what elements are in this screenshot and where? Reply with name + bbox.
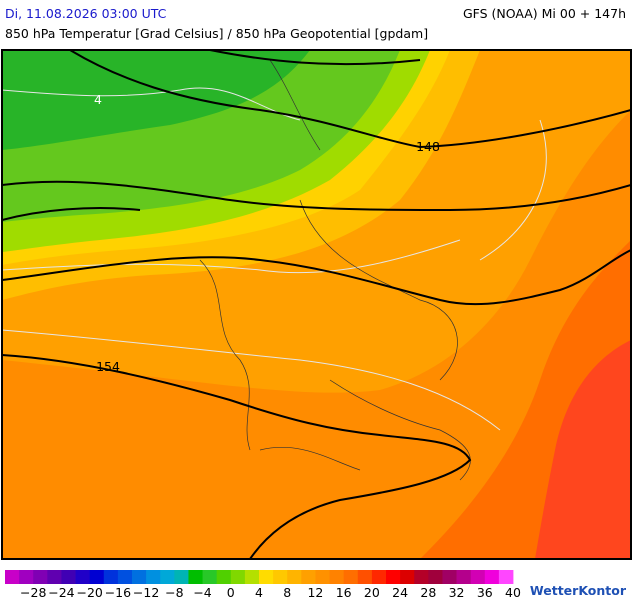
colorbar-label: −24 (48, 585, 74, 600)
colorbar-swatch (470, 570, 486, 584)
subtitle: 850 hPa Temperatur [Grad Celsius] / 850 … (5, 26, 428, 41)
colorbar-label: 24 (392, 585, 408, 600)
colorbar-swatch (371, 570, 387, 584)
colorbar-swatch (484, 570, 500, 584)
colorbar-swatch (329, 570, 345, 584)
colorbar-swatch (5, 570, 20, 584)
colorbar-label: −16 (105, 585, 131, 600)
colorbar-label: 4 (255, 585, 263, 600)
colorbar-swatch (117, 570, 133, 584)
colorbar-swatch (174, 570, 189, 584)
model-run: GFS (NOAA) Mi 00 + 147h (463, 6, 626, 21)
colorbar-swatch (357, 570, 373, 584)
colorbar-swatch (301, 570, 316, 584)
colorbar-swatch (216, 570, 232, 584)
colorbar-label: 36 (477, 585, 493, 600)
colorbar-label: −28 (20, 585, 46, 600)
map-frame (1, 49, 632, 560)
colorbar-swatch (75, 570, 91, 584)
colorbar-swatch (287, 570, 302, 584)
map: 4 148 154 (2, 50, 631, 559)
colorbar-swatch (19, 570, 34, 584)
colorbar-swatch (428, 570, 443, 584)
colorbar-swatch (188, 570, 203, 584)
colorbar-swatch (33, 570, 48, 584)
colorbar-label: 20 (364, 585, 380, 600)
colorbar-swatch (315, 570, 330, 584)
colorbar-swatch (456, 570, 472, 584)
colorbar-label: 8 (283, 585, 291, 600)
colorbar-swatch (160, 570, 175, 584)
colorbar-swatch (259, 570, 274, 584)
colorbar: −28 −24 −20 −16 −12 −8 −4 0 4 8 12 16 20 24 28 32 36 40 (5, 570, 521, 600)
colorbar-swatch (442, 570, 457, 584)
logo: WetterKontor (530, 583, 627, 598)
colorbar-label: 32 (449, 585, 465, 600)
colorbar-swatch (132, 570, 147, 584)
colorbar-swatch (47, 570, 62, 584)
colorbar-swatch (89, 570, 105, 584)
colorbar-swatch (230, 570, 246, 584)
colorbar-label: 28 (420, 585, 436, 600)
contour-label: 154 (96, 359, 120, 374)
colorbar-swatch (498, 570, 514, 584)
colorbar-label: 40 (505, 585, 521, 600)
colorbar-swatch (273, 570, 288, 584)
colorbar-swatch (386, 570, 401, 584)
contour-label: 4 (94, 92, 102, 107)
colorbar-swatch (146, 570, 161, 584)
colorbar-swatch (202, 570, 218, 584)
colorbar-label: −8 (165, 585, 183, 600)
colorbar-label: −12 (133, 585, 159, 600)
colorbar-swatch (343, 570, 359, 584)
colorbar-label: 0 (227, 585, 235, 600)
colorbar-swatch (414, 570, 429, 584)
datetime: Di, 11.08.2026 03:00 UTC (5, 6, 167, 21)
colorbar-label: 12 (307, 585, 323, 600)
colorbar-swatch (400, 570, 415, 584)
colorbar-swatch (103, 570, 119, 584)
colorbar-label: −4 (193, 585, 211, 600)
colorbar-label: −20 (76, 585, 102, 600)
colorbar-swatch (244, 570, 260, 584)
colorbar-label: 16 (336, 585, 352, 600)
colorbar-swatch (61, 570, 76, 584)
contour-label: 148 (416, 139, 440, 154)
